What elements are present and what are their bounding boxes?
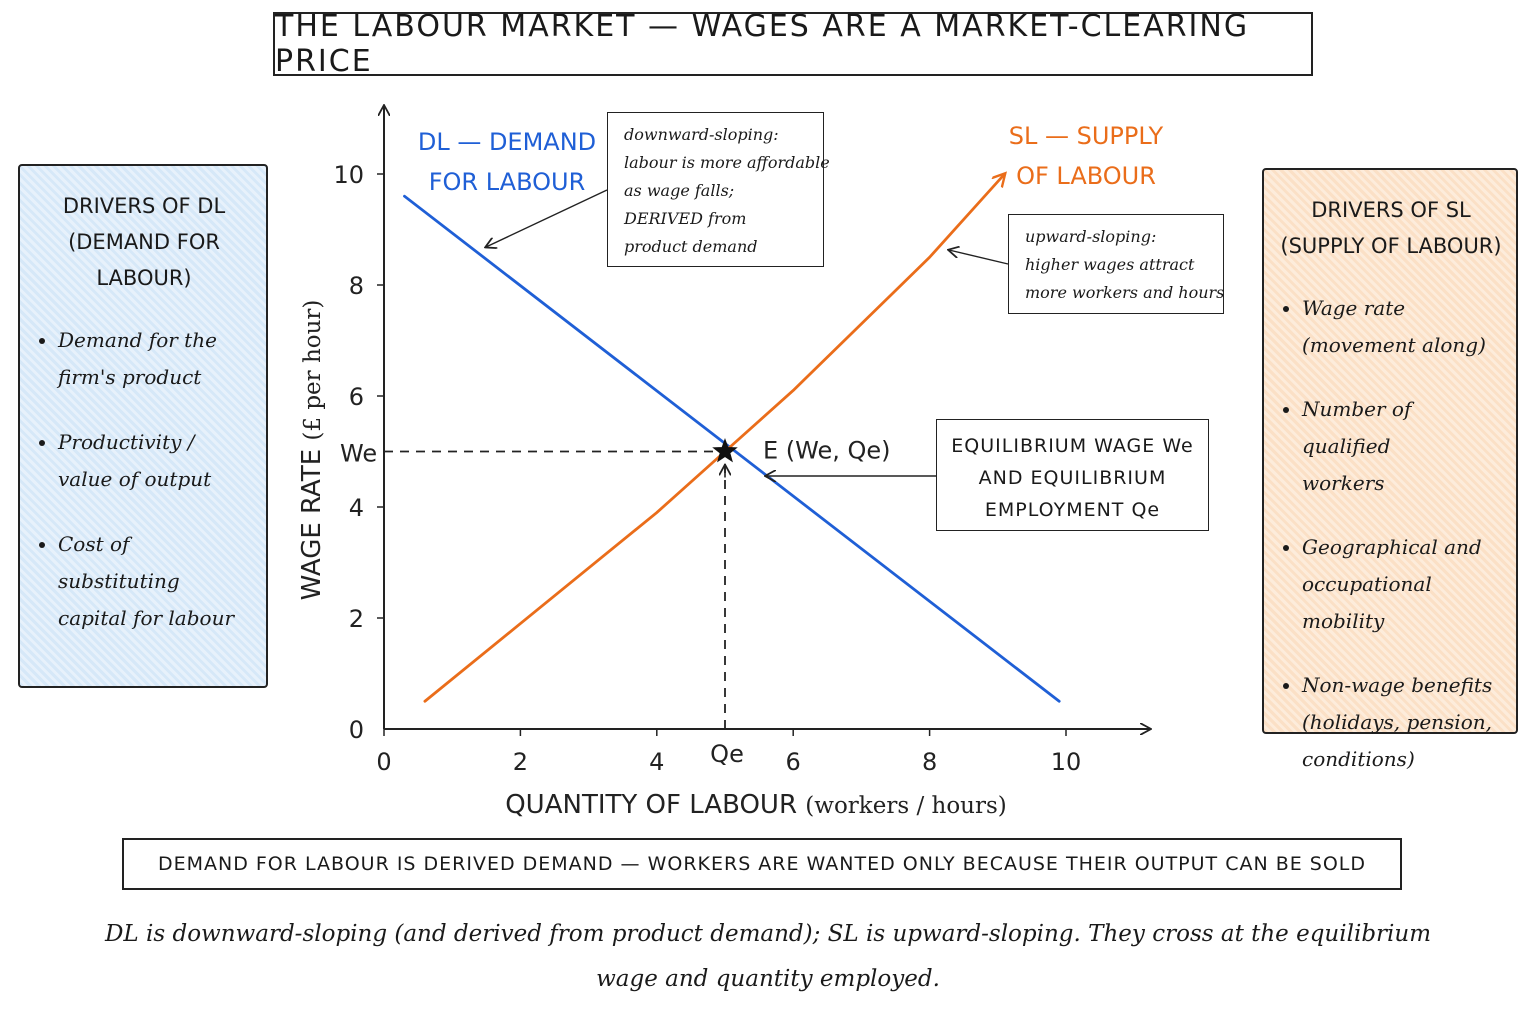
left-heading-line1: DRIVERS OF DL — [62, 194, 226, 218]
page-title: THE LABOUR MARKET — WAGES ARE A MARKET-C… — [275, 9, 1250, 79]
equilibrium-star-icon — [712, 438, 738, 463]
dl-annotation: downward-sloping: labour is more afforda… — [607, 112, 830, 267]
item-line: Demand for the — [58, 328, 217, 352]
dl-label-line2: FOR LABOUR — [428, 168, 586, 196]
y-marker-we: We — [340, 440, 377, 468]
note-line: more workers and hours — [1025, 283, 1225, 302]
x-marker-qe: Qe — [710, 740, 744, 768]
right-heading-line1: DRIVERS OF SL — [1311, 198, 1471, 222]
note-line: EQUILIBRIUM WAGE We — [951, 435, 1194, 457]
note-line: DERIVED from — [624, 209, 747, 228]
left-heading-line2: (DEMAND FOR LABOUR) — [68, 230, 220, 290]
x-tick-label: 2 — [513, 748, 528, 776]
list-item: Wage rate (movement along) — [1302, 290, 1502, 364]
x-tick-label: 4 — [649, 748, 664, 776]
y-axis-label-main: WAGE RATE — [297, 441, 327, 601]
item-line: Productivity / — [58, 430, 195, 454]
y-axis-label: WAGE RATE (£ per hour) — [297, 300, 327, 601]
left-panel-list: Demand for the firm's product Productivit… — [36, 322, 252, 637]
list-item: Demand for the firm's product — [58, 322, 252, 396]
equilibrium-annotation: EQUILIBRIUM WAGE We AND EQUILIBRIUM EMPL… — [936, 419, 1209, 531]
sl-callout-arrow — [949, 250, 1009, 265]
item-line: Cost of substituting — [58, 532, 180, 593]
equilibrium-guides: We Qe — [340, 440, 744, 769]
note-line: as wage falls; — [624, 181, 735, 200]
right-panel-list: Wage rate (movement along) Number of qual… — [1280, 290, 1502, 778]
caption-line1: DL is downward-sloping (and derived from… — [104, 921, 1432, 947]
chart-series: E (We, Qe) — [403, 174, 1061, 703]
list-item: Productivity / value of output — [58, 424, 252, 498]
sl-label-line2: OF LABOUR — [1016, 162, 1156, 190]
note-line: labour is more affordable — [624, 153, 830, 172]
dl-label-line1: DL — DEMAND — [417, 128, 597, 156]
note-line: upward-sloping: — [1025, 227, 1157, 246]
dl-curve-label: DL — DEMAND FOR LABOUR — [412, 122, 602, 202]
axis-labels: QUANTITY OF LABOUR (workers / hours) WAGE… — [297, 300, 1007, 820]
equilibrium-label: E (We, Qe) — [763, 437, 891, 465]
sl-annotation: upward-sloping: higher wages attract mor… — [1008, 214, 1224, 314]
sl-label-line1: SL — SUPPLY — [1008, 122, 1164, 150]
x-axis-label-main: QUANTITY OF LABOUR — [505, 790, 805, 820]
right-heading-line2: (SUPPLY OF LABOUR) — [1280, 234, 1502, 258]
callout-arrows — [486, 189, 1009, 476]
y-tick-label: 2 — [349, 605, 364, 633]
list-item: Cost of substituting capital for labour — [58, 526, 252, 637]
note-line: AND EQUILIBRIUM — [978, 467, 1167, 489]
note-line: higher wages attract — [1025, 255, 1195, 274]
chart-ticks: 0 2 4 6 8 10 0 2 4 6 8 10 — [333, 161, 1081, 776]
x-tick-label: 0 — [376, 748, 391, 776]
item-line: Geographical and — [1302, 535, 1482, 559]
x-axis-label-unit: (workers / hours) — [805, 793, 1006, 819]
item-line: Wage rate — [1302, 296, 1406, 320]
y-axis-label-unit: (£ per hour) — [300, 300, 326, 441]
left-panel-dl-drivers: DRIVERS OF DL (DEMAND FOR LABOUR) Demand… — [18, 164, 268, 688]
derived-demand-banner: DEMAND FOR LABOUR IS DERIVED DEMAND — WO… — [122, 838, 1402, 890]
y-tick-label: 6 — [349, 383, 364, 411]
item-line: capital for labour — [58, 606, 235, 630]
left-panel-heading: DRIVERS OF DL (DEMAND FOR LABOUR) — [36, 188, 252, 296]
note-line: product demand — [624, 237, 758, 256]
right-panel-sl-drivers: DRIVERS OF SL (SUPPLY OF LABOUR) Wage ra… — [1262, 168, 1518, 771]
item-line: firm's product — [58, 365, 202, 389]
item-line: occupational mobility — [1302, 572, 1432, 633]
x-tick-label: 6 — [786, 748, 801, 776]
list-item: Non-wage benefits (holidays, pension, cond… — [1302, 667, 1502, 778]
list-item: Number of qualified workers — [1302, 391, 1502, 502]
note-line: EMPLOYMENT Qe — [984, 499, 1161, 521]
item-line: Non-wage benefits — [1302, 673, 1493, 697]
item-line: Number of qualified — [1302, 397, 1412, 458]
right-panel-heading: DRIVERS OF SL (SUPPLY OF LABOUR) — [1280, 192, 1502, 264]
y-tick-label: 0 — [349, 716, 364, 744]
title-box: THE LABOUR MARKET — WAGES ARE A MARKET-C… — [273, 9, 1313, 79]
y-tick-label: 4 — [349, 494, 364, 522]
banner-text: DEMAND FOR LABOUR IS DERIVED DEMAND — WO… — [157, 853, 1367, 875]
x-axis-label: QUANTITY OF LABOUR (workers / hours) — [505, 790, 1007, 820]
chart-axes — [384, 106, 1150, 729]
y-tick-label: 10 — [333, 161, 364, 189]
caption-line2: wage and quantity employed. — [596, 966, 940, 992]
item-line: workers — [1302, 471, 1385, 495]
sl-curve-label: SL — SUPPLY OF LABOUR — [988, 116, 1184, 196]
x-tick-label: 8 — [922, 748, 937, 776]
note-line: downward-sloping: — [624, 125, 779, 144]
x-tick-label: 10 — [1051, 748, 1082, 776]
list-item: Geographical and occupational mobility — [1302, 529, 1502, 640]
caption: DL is downward-sloping (and derived from… — [80, 912, 1456, 1002]
item-line: (movement along) — [1302, 333, 1486, 357]
y-tick-label: 8 — [349, 272, 364, 300]
item-line: conditions) — [1302, 747, 1415, 771]
item-line: value of output — [58, 467, 212, 491]
dl-callout-arrow — [486, 189, 608, 247]
item-line: (holidays, pension, — [1302, 710, 1492, 734]
